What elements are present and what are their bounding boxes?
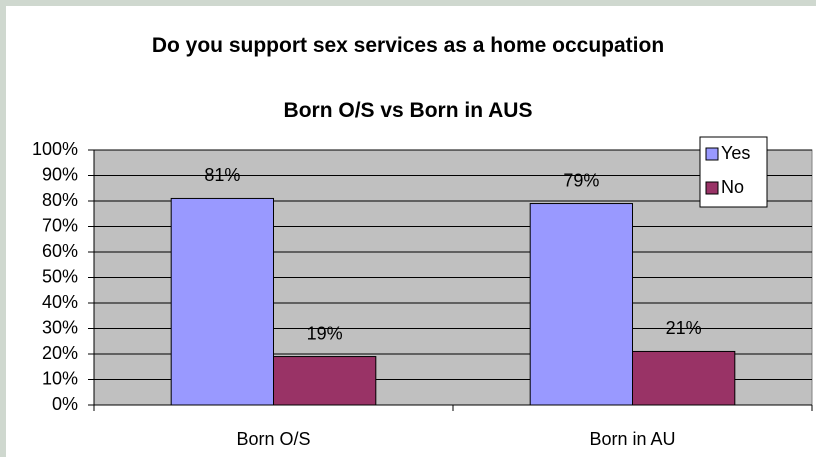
y-tick-label: 60% — [42, 241, 78, 261]
value-label: 21% — [666, 318, 702, 338]
y-tick-label: 100% — [32, 139, 78, 159]
y-tick-label: 50% — [42, 266, 78, 286]
y-tick-label: 10% — [42, 368, 78, 388]
value-label: 81% — [204, 165, 240, 185]
bar — [632, 350, 736, 406]
y-tick-label: 80% — [42, 190, 78, 210]
legend-swatch — [705, 181, 719, 195]
y-tick-label: 90% — [42, 164, 78, 184]
y-tick-label: 30% — [42, 317, 78, 337]
legend-label: Yes — [721, 143, 750, 163]
bar — [273, 356, 377, 406]
x-tick-label: Born O/S — [236, 429, 310, 449]
bar — [170, 197, 274, 406]
y-tick-label: 20% — [42, 343, 78, 363]
chart-title: Do you support sex services as a home oc… — [151, 34, 665, 57]
legend-label: No — [721, 177, 744, 197]
value-label: 79% — [563, 170, 599, 190]
y-tick-label: 70% — [42, 215, 78, 235]
legend-swatch — [705, 147, 719, 161]
chart-subtitle: Born O/S vs Born in AUS — [283, 99, 533, 122]
bar — [529, 203, 633, 406]
value-label: 19% — [307, 323, 343, 343]
y-tick-label: 40% — [42, 292, 78, 312]
y-tick-label: 0% — [52, 394, 78, 414]
x-tick-label: Born in AU — [589, 429, 675, 449]
